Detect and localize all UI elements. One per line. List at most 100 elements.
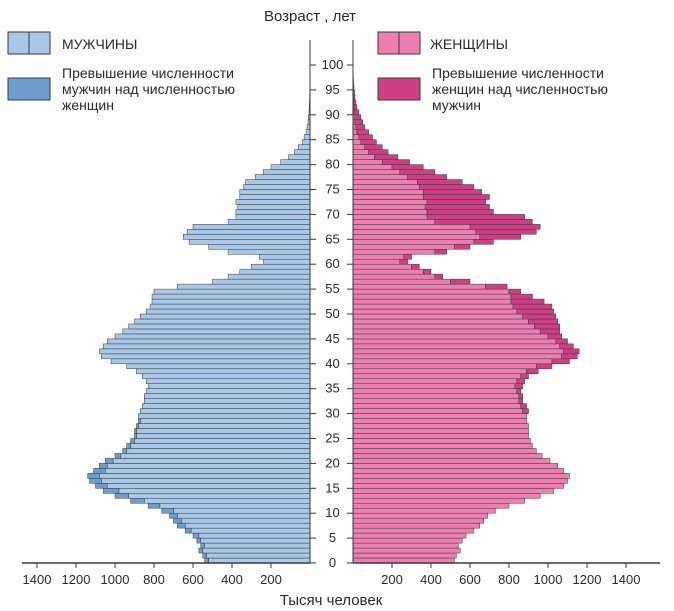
- age-tick-label: 80: [325, 157, 339, 172]
- x-tick-label: 600: [459, 572, 481, 587]
- age-tick-label: 90: [325, 107, 339, 122]
- women-bar: [352, 483, 564, 489]
- women-bar: [352, 383, 516, 389]
- men-excess-bar: [200, 542, 205, 549]
- women-excess-bar: [516, 378, 525, 384]
- women-excess-bar: [353, 104, 358, 111]
- women-excess-bar: [536, 363, 553, 370]
- men-bar: [245, 179, 311, 185]
- women-bar: [352, 288, 510, 295]
- age-tick-label: 65: [325, 231, 339, 246]
- men-excess-bar: [130, 438, 135, 444]
- men-bar: [301, 139, 311, 145]
- men-bar: [130, 443, 311, 449]
- x-tick-label: 1400: [612, 572, 641, 587]
- men-excess-bar: [89, 478, 102, 484]
- women-bar: [352, 393, 519, 399]
- legend-men-excess-swatch: [7, 77, 51, 101]
- men-bar: [173, 507, 311, 514]
- men-bar: [186, 229, 311, 235]
- men-bar: [134, 438, 311, 444]
- age-tick-label: 60: [325, 256, 339, 271]
- men-excess-bar: [161, 507, 174, 514]
- men-bar: [262, 258, 311, 265]
- men-bar: [200, 537, 311, 544]
- men-excess-bar: [126, 443, 131, 449]
- men-bar: [303, 134, 311, 140]
- women-excess-bar: [426, 214, 525, 220]
- men-bars-group: [87, 94, 311, 564]
- women-bar: [352, 313, 523, 320]
- women-bar: [352, 214, 428, 220]
- men-bar: [112, 458, 311, 464]
- men-bar: [208, 244, 311, 250]
- men-excess-bar: [134, 428, 137, 434]
- women-bar: [352, 488, 555, 494]
- women-bar: [352, 139, 362, 145]
- women-excess-bar: [399, 258, 408, 265]
- women-excess-bar: [422, 194, 490, 200]
- men-bar: [184, 522, 311, 529]
- age-tick-label: 45: [325, 331, 339, 346]
- women-excess-bar: [353, 99, 357, 106]
- men-bar: [255, 174, 311, 180]
- men-excess-bar: [147, 502, 161, 509]
- men-bar: [114, 333, 311, 340]
- women-bar: [352, 363, 537, 370]
- men-excess-bar: [87, 473, 100, 479]
- men-bar: [280, 159, 311, 165]
- women-excess-bar: [411, 263, 420, 270]
- men-bar: [227, 249, 311, 255]
- women-bar: [352, 493, 541, 499]
- men-excess-bar: [173, 517, 182, 524]
- x-tick-label: 200: [381, 572, 403, 587]
- men-bar: [177, 283, 311, 290]
- women-excess-bar: [454, 244, 471, 250]
- men-bar: [144, 398, 311, 404]
- women-bar: [352, 184, 420, 190]
- women-bar: [352, 463, 558, 469]
- men-excess-bar: [198, 547, 204, 554]
- age-tick-label: 15: [325, 480, 339, 495]
- men-bar: [235, 209, 311, 215]
- women-bar: [352, 343, 560, 350]
- women-bar: [352, 174, 408, 180]
- men-bar: [239, 189, 311, 195]
- women-bar: [352, 498, 525, 504]
- men-excess-bar: [103, 488, 120, 494]
- women-bar: [352, 353, 562, 360]
- women-bar: [352, 438, 531, 444]
- women-bar: [352, 268, 424, 275]
- women-excess-bar: [518, 393, 523, 399]
- women-excess-bar: [358, 134, 373, 140]
- women-bar: [352, 333, 549, 340]
- women-bar: [352, 507, 496, 514]
- women-excess-bar: [518, 398, 523, 404]
- men-bar: [136, 433, 311, 439]
- men-bar: [206, 552, 311, 559]
- men-bar: [105, 468, 311, 474]
- x-tick-label: 800: [498, 572, 520, 587]
- women-bar: [352, 293, 512, 300]
- age-tick-label: 70: [325, 206, 339, 221]
- age-tick-label: 30: [325, 406, 339, 421]
- women-excess-bar: [510, 293, 533, 300]
- women-bar: [352, 318, 529, 325]
- men-bar: [140, 418, 311, 424]
- women-bar: [352, 164, 393, 170]
- age-tick-label: 55: [325, 281, 339, 296]
- women-bar: [352, 552, 457, 559]
- women-bar: [352, 209, 428, 215]
- women-excess-bar: [355, 124, 365, 130]
- women-excess-bar: [434, 273, 443, 280]
- age-tick-label: 40: [325, 356, 339, 371]
- age-tick-label: 85: [325, 132, 339, 147]
- women-excess-bar: [473, 239, 494, 245]
- women-excess-bar: [520, 403, 527, 409]
- women-bar: [352, 388, 518, 394]
- women-bar: [352, 179, 418, 185]
- men-bar: [128, 323, 311, 330]
- men-bar: [144, 498, 311, 504]
- age-tick-label: 20: [325, 455, 339, 470]
- age-tick-label: 100: [322, 57, 344, 72]
